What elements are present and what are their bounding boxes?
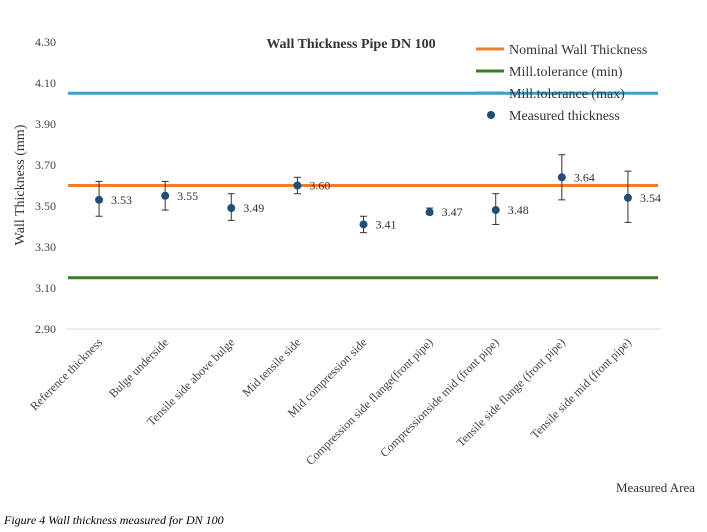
data-point (623, 193, 632, 202)
wall-thickness-chart: Wall Thickness Pipe DN 100 Wall Thicknes… (13, 35, 695, 495)
legend-label: Nominal Wall Thickness (509, 43, 647, 58)
data-label: 3.53 (111, 193, 132, 207)
y-tick-label: 3.10 (35, 281, 56, 295)
data-label: 3.55 (177, 189, 198, 203)
data-label: 3.64 (574, 170, 595, 184)
data-label: 3.49 (243, 201, 264, 215)
legend-label: Mill.tolerance (max) (509, 87, 625, 102)
y-axis-ticks: 2.90 3.10 3.30 3.50 3.70 3.90 4.10 4.30 (35, 35, 56, 336)
y-tick-label: 3.50 (35, 199, 56, 213)
data-point (359, 220, 368, 229)
y-tick-label: 2.90 (35, 322, 56, 336)
data-point (491, 206, 500, 215)
data-label: 3.54 (640, 191, 661, 205)
x-tick-label: Reference thickness (27, 335, 105, 413)
data-point (293, 181, 302, 190)
data-label: 3.47 (442, 205, 463, 219)
x-axis-label: Measured Area (616, 480, 695, 495)
legend: Nominal Wall Thickness Mill.tolerance (mi… (476, 43, 647, 124)
legend-label: Measured thickness (509, 109, 620, 124)
data-label: 3.60 (309, 179, 330, 193)
y-tick-label: 4.10 (35, 76, 56, 90)
data-point (161, 191, 170, 200)
x-tick-label: Compressionside mid (front pipe) (377, 335, 502, 460)
reference-lines (66, 91, 661, 330)
measured-points: 3.53 3.55 3.49 3.60 3.41 3.47 3.48 3.64 3.54 (95, 154, 661, 234)
data-label: 3.48 (508, 203, 529, 217)
y-tick-label: 3.30 (35, 240, 56, 254)
x-axis-ticks: Reference thickness Bulge underside Tensil… (27, 335, 634, 468)
y-tick-label: 4.30 (35, 35, 56, 49)
data-point (425, 208, 434, 217)
chart-title: Wall Thickness Pipe DN 100 (266, 37, 435, 52)
x-tick-label: Mid tensile side (239, 335, 303, 399)
x-tick-label: Bulge underside (106, 335, 171, 400)
y-tick-label: 3.90 (35, 117, 56, 131)
x-tick-label: Compression side flange(front pipe) (303, 335, 436, 468)
x-tick-label: Tensile side flange (front pipe) (454, 335, 568, 449)
data-point (95, 195, 104, 204)
legend-marker (487, 111, 495, 119)
data-point (557, 173, 566, 182)
figure-caption: Figure 4 Wall thickness measured for DN … (4, 513, 224, 527)
legend-label: Mill.tolerance (min) (509, 65, 623, 80)
data-point (227, 204, 236, 213)
y-tick-label: 3.70 (35, 158, 56, 172)
y-axis-label: Wall Thickness (mm) (13, 124, 28, 245)
data-label: 3.41 (376, 217, 397, 231)
